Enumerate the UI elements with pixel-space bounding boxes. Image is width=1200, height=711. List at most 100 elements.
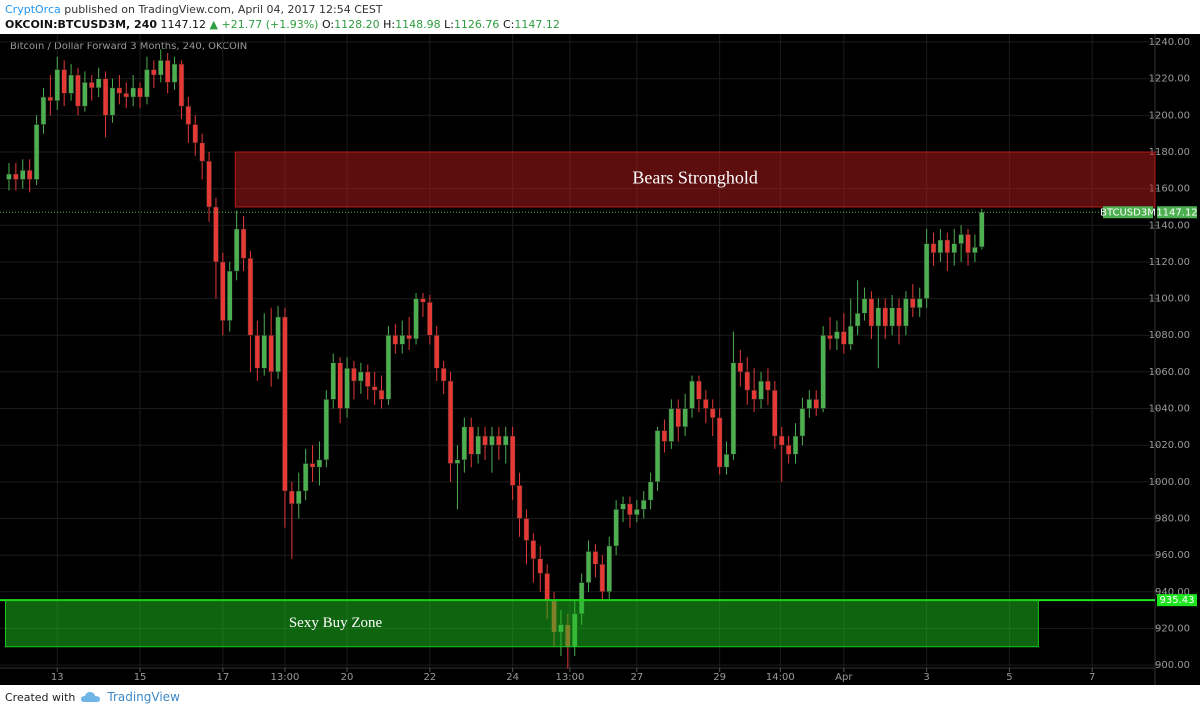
- candle-body: [675, 408, 681, 428]
- candle-body: [20, 170, 26, 180]
- candle-body: [896, 307, 902, 327]
- candle-body: [537, 558, 543, 574]
- candle-body: [399, 334, 405, 345]
- y-tick-label: 1120.00: [1149, 257, 1190, 268]
- candle-body: [68, 74, 74, 94]
- candle-body: [468, 426, 474, 455]
- candle-body: [737, 362, 744, 373]
- candle-body: [930, 243, 937, 254]
- ohlc-value: 1128.20: [334, 18, 380, 31]
- candle-body: [496, 435, 502, 446]
- y-tick-label: 900.00: [1155, 660, 1190, 671]
- candle-body: [227, 270, 233, 321]
- price-tag: [1157, 206, 1197, 219]
- candle-body: [703, 399, 709, 409]
- candle-body: [723, 454, 730, 468]
- symbol: OKCOIN:BTCUSD3M, 240: [5, 18, 158, 31]
- candle-body: [330, 362, 336, 400]
- candle-body: [461, 426, 468, 461]
- ohlc-label: L:: [444, 18, 454, 31]
- candle-body: [744, 371, 750, 391]
- x-tick-label: Apr: [835, 672, 853, 683]
- candle-body: [634, 509, 640, 516]
- candle-body: [130, 87, 136, 98]
- candle-body: [40, 96, 47, 125]
- candle-body: [26, 170, 33, 180]
- candle-body: [916, 298, 923, 309]
- candle-body: [89, 82, 95, 89]
- candle-body: [910, 298, 916, 309]
- candle-body: [365, 371, 371, 387]
- candle-body: [627, 503, 633, 516]
- price-tag: [1157, 594, 1197, 607]
- symbol-line: OKCOIN:BTCUSD3M, 240 1147.12 ▲ +21.77 (+…: [5, 18, 560, 31]
- y-tick-label: 1220.00: [1149, 74, 1190, 85]
- candle-body: [937, 239, 944, 254]
- candle-body: [854, 313, 861, 327]
- candle-body: [454, 459, 461, 464]
- candle-body: [875, 307, 882, 327]
- candle-body: [585, 551, 592, 583]
- candle-body: [61, 69, 67, 94]
- x-tick-label: 22: [423, 672, 436, 683]
- candle-body: [95, 78, 102, 89]
- author[interactable]: CryptOrca: [5, 3, 61, 16]
- candle-body: [440, 367, 447, 382]
- candle-body: [371, 386, 378, 391]
- candle-body: [158, 60, 164, 76]
- candle-body: [654, 430, 661, 483]
- candle-body: [799, 408, 806, 437]
- last-price: 1147.12: [160, 18, 207, 31]
- tradingview-logo[interactable]: [81, 691, 101, 703]
- candle-body: [599, 564, 606, 593]
- y-tick-label: 960.00: [1155, 550, 1190, 561]
- x-tick-label: 5: [1006, 672, 1012, 683]
- change: ▲ +21.77 (+1.93%): [209, 18, 319, 31]
- candle-body: [530, 540, 537, 560]
- candle-body: [220, 261, 226, 321]
- candle-body: [606, 545, 612, 593]
- candle-body: [668, 408, 675, 442]
- chart: Bitcoin / Dollar Forward 3 Months, 240, …: [0, 34, 1200, 685]
- chart-title: Bitcoin / Dollar Forward 3 Months, 240, …: [10, 41, 247, 52]
- candle-body: [261, 334, 267, 369]
- y-tick-label: 1140.00: [1149, 220, 1190, 231]
- candle-body: [240, 228, 247, 259]
- candle-body: [54, 69, 61, 101]
- candle-body: [841, 331, 847, 345]
- brand[interactable]: TradingView: [107, 690, 180, 704]
- candle-body: [206, 160, 212, 208]
- y-tick-label: 1060.00: [1149, 367, 1190, 378]
- candle-body: [434, 334, 440, 369]
- ohlc-value: 1148.98: [395, 18, 441, 31]
- y-tick-label: 1200.00: [1149, 110, 1190, 121]
- candle-body: [641, 499, 647, 510]
- candle-body: [296, 490, 302, 505]
- series-tag-label: BTCUSD3M: [1100, 207, 1156, 218]
- candle-body: [923, 243, 930, 299]
- candle-body: [185, 105, 192, 125]
- candle-body: [164, 60, 171, 83]
- x-tick-label: 17: [216, 672, 229, 683]
- candle-body: [682, 408, 688, 428]
- x-tick-label: 20: [341, 672, 354, 683]
- candle-body: [406, 334, 412, 340]
- candle-body: [378, 389, 385, 400]
- ohlc-label: H:: [383, 18, 396, 31]
- candle-body: [979, 212, 985, 248]
- candle-body: [772, 389, 778, 437]
- candle-body: [475, 435, 481, 455]
- candle-body: [751, 389, 757, 400]
- candle-body: [951, 243, 957, 254]
- candle-body: [323, 399, 330, 461]
- candle-body: [420, 298, 426, 303]
- candle-body: [385, 334, 392, 400]
- candle-body: [889, 307, 895, 327]
- footer: Created with TradingView: [5, 690, 180, 704]
- candle-body: [82, 82, 88, 107]
- x-tick-label: 29: [713, 672, 726, 683]
- y-tick-label: 1240.00: [1149, 37, 1190, 48]
- y-tick-label: 1000.00: [1149, 477, 1190, 488]
- candle-body: [730, 362, 737, 455]
